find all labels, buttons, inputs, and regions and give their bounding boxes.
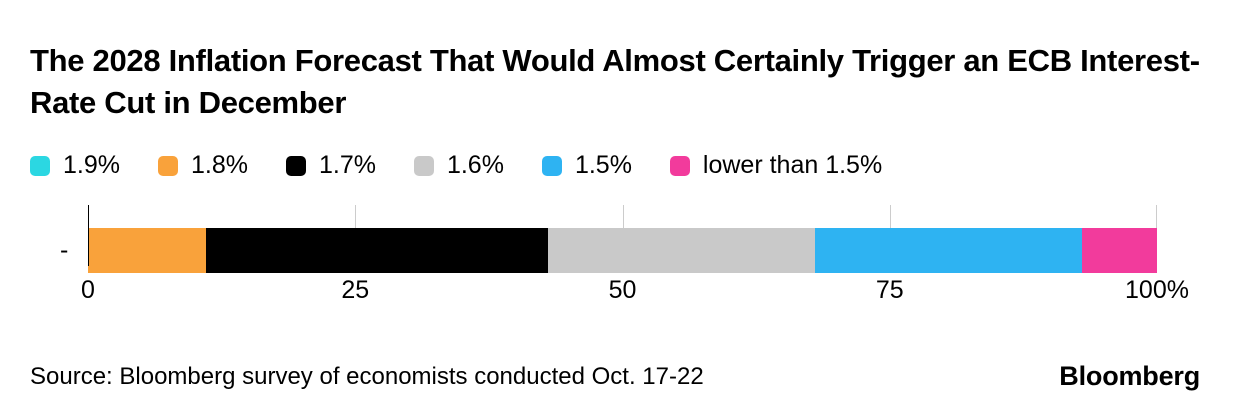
source-note: Source: Bloomberg survey of economists c… <box>30 363 704 390</box>
legend-label: 1.6% <box>446 151 504 179</box>
legend-swatch-icon <box>157 155 178 176</box>
legend-item: 1.5% <box>541 151 632 180</box>
axis-tick-label: 0 <box>81 276 95 304</box>
axis-tick-label: 100% <box>1125 276 1189 304</box>
bar-segment-1.8- <box>88 228 206 273</box>
legend-item: 1.9% <box>30 151 120 180</box>
legend-swatch-icon <box>285 155 306 176</box>
chart-title: The 2028 Inflation Forecast That Would A… <box>30 43 1200 120</box>
axis-tick-label: 50 <box>608 276 637 304</box>
bar-segment-1.6- <box>547 228 815 273</box>
bar-segment-lower-than-1.5- <box>1082 228 1157 273</box>
legend-item: 1.8% <box>157 151 248 180</box>
axis-tick-label: 75 <box>875 276 904 304</box>
stacked-bar <box>88 228 1157 273</box>
bloomberg-wordmark: Bloomberg <box>1059 361 1200 391</box>
legend-label: 1.8% <box>190 151 248 179</box>
gridline-tick <box>355 205 357 228</box>
legend-swatch-icon <box>541 155 562 176</box>
legend-item: 1.6% <box>413 151 504 180</box>
legend-swatch-icon <box>669 155 690 176</box>
gridline-tick <box>622 205 624 228</box>
legend-item: lower than 1.5% <box>669 151 883 180</box>
gridline-tick <box>1156 205 1157 228</box>
legend-label: lower than 1.5% <box>702 151 883 179</box>
gridline-tick <box>889 205 891 228</box>
plot-area: - 0 25 50 75 100% <box>60 205 1189 310</box>
legend-swatch-icon <box>413 155 434 176</box>
legend-label: 1.7% <box>318 151 376 179</box>
bar-segment-1.5- <box>814 228 1083 273</box>
legend-label: 1.5% <box>574 151 632 179</box>
legend-item: 1.7% <box>285 151 376 180</box>
bar-segment-1.7- <box>205 228 548 273</box>
legend-label: 1.9% <box>63 151 120 179</box>
legend: 1.9% 1.8% 1.7% 1.6% 1.5% lower than 1.5% <box>30 151 882 180</box>
axis-tick-label: 25 <box>341 276 370 304</box>
legend-swatch-icon <box>30 155 50 176</box>
axis-line <box>88 205 89 266</box>
category-label: - <box>60 236 69 264</box>
